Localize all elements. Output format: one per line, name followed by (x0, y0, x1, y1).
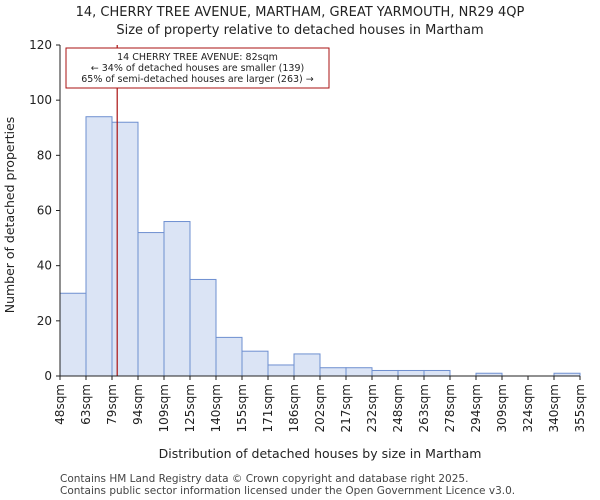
bar-232sqm (371, 369, 399, 377)
y-tick-label-100: 100 (29, 93, 52, 107)
y-tick-label-120: 120 (29, 38, 52, 52)
x-tick-label-263sqm: 263sqm (417, 384, 431, 432)
bar-48sqm (59, 292, 87, 377)
y-tick-label-0: 0 (44, 369, 52, 383)
bar-155sqm (241, 350, 269, 377)
x-axis-label: Distribution of detached houses by size … (159, 446, 482, 461)
x-tick-label-309sqm: 309sqm (495, 384, 509, 432)
x-tick-label-294sqm: 294sqm (469, 384, 483, 432)
y-tick-label-20: 20 (37, 314, 52, 328)
annotation-line-3: 65% of semi-detached houses are larger (… (81, 74, 314, 85)
bar-171sqm (267, 364, 295, 377)
x-tick-label-278sqm: 278sqm (443, 384, 457, 432)
chart-subtitle: Size of property relative to detached ho… (116, 23, 483, 38)
bar-79sqm (111, 121, 139, 377)
bar-263sqm (423, 369, 451, 377)
y-tick-label-40: 40 (37, 259, 52, 273)
x-tick-label-186sqm: 186sqm (287, 384, 301, 432)
bar-248sqm (397, 369, 425, 377)
y-tick-label-60: 60 (37, 204, 52, 218)
x-tick-label-79sqm: 79sqm (105, 384, 119, 425)
x-tick-label-202sqm: 202sqm (313, 384, 327, 432)
x-tick-label-155sqm: 155sqm (235, 384, 249, 432)
x-tick-label-324sqm: 324sqm (521, 384, 535, 432)
annotation-line-2: ← 34% of detached houses are smaller (13… (91, 63, 304, 74)
bar-217sqm (345, 367, 373, 377)
x-tick-label-140sqm: 140sqm (209, 384, 223, 432)
x-tick-label-340sqm: 340sqm (547, 384, 561, 432)
bar-109sqm (163, 221, 191, 377)
x-tick-label-171sqm: 171sqm (261, 384, 275, 432)
bar-63sqm (85, 116, 113, 377)
y-tick-label-80: 80 (37, 148, 52, 162)
footer-line-2: Contains public sector information licen… (60, 485, 515, 497)
chart-title: 14, CHERRY TREE AVENUE, MARTHAM, GREAT Y… (76, 5, 525, 20)
x-tick-label-232sqm: 232sqm (365, 384, 379, 432)
x-tick-label-248sqm: 248sqm (391, 384, 405, 432)
annotation-line-1: 14 CHERRY TREE AVENUE: 82sqm (117, 52, 278, 63)
x-tick-label-125sqm: 125sqm (183, 384, 197, 432)
footer-line-1: Contains HM Land Registry data © Crown c… (60, 473, 468, 485)
bar-125sqm (189, 278, 217, 377)
x-tick-label-48sqm: 48sqm (53, 384, 67, 425)
x-tick-label-94sqm: 94sqm (131, 384, 145, 425)
x-tick-label-63sqm: 63sqm (79, 384, 93, 425)
bar-94sqm (137, 232, 165, 377)
bar-202sqm (319, 367, 347, 377)
bar-140sqm (215, 336, 243, 377)
bar-186sqm (293, 353, 321, 377)
x-tick-label-217sqm: 217sqm (339, 384, 353, 432)
x-tick-label-355sqm: 355sqm (573, 384, 587, 432)
y-axis-label: Number of detached properties (2, 117, 17, 314)
x-tick-label-109sqm: 109sqm (157, 384, 171, 432)
annotation-box (65, 47, 330, 89)
